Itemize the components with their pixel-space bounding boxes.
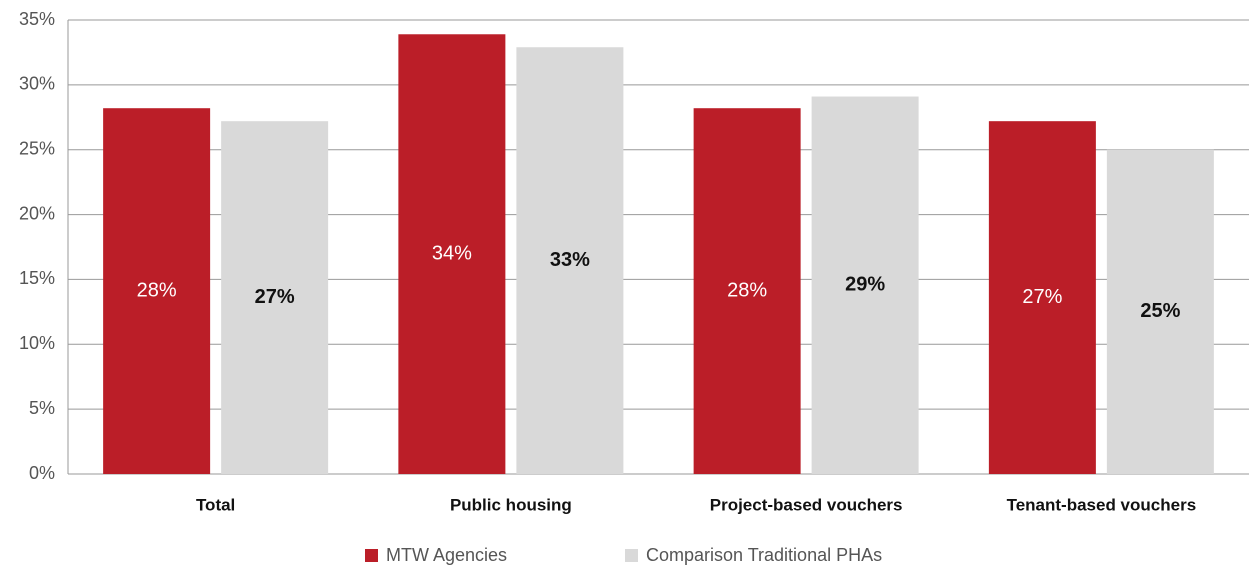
bar	[1106, 149, 1214, 474]
y-tick-label: 0%	[29, 463, 55, 483]
x-tick-label: Public housing	[450, 495, 572, 514]
bar	[398, 34, 506, 475]
value-label: 33%	[550, 249, 590, 271]
legend-label: MTW Agencies	[386, 545, 507, 565]
value-label: 34%	[432, 242, 472, 264]
x-tick-label: Tenant-based vouchers	[1007, 495, 1197, 514]
y-tick-label: 15%	[19, 268, 55, 288]
legend-label: Comparison Traditional PHAs	[646, 545, 882, 565]
bar	[221, 121, 329, 475]
value-label: 28%	[727, 279, 767, 301]
value-label: 28%	[137, 279, 177, 301]
bar	[103, 108, 211, 474]
bar	[988, 121, 1096, 475]
x-tick-label: Total	[196, 495, 235, 514]
legend-swatch	[365, 549, 378, 562]
value-label: 25%	[1140, 300, 1180, 322]
bar	[693, 108, 801, 474]
y-tick-label: 35%	[19, 9, 55, 29]
y-tick-label: 30%	[19, 74, 55, 94]
bar	[811, 96, 919, 474]
legend-swatch	[625, 549, 638, 562]
bar	[516, 47, 624, 475]
value-label: 27%	[255, 286, 295, 308]
y-tick-label: 25%	[19, 138, 55, 158]
value-label: 27%	[1022, 286, 1062, 308]
x-tick-label: Project-based vouchers	[710, 495, 903, 514]
y-tick-label: 20%	[19, 203, 55, 223]
y-tick-label: 5%	[29, 398, 55, 418]
y-tick-label: 10%	[19, 333, 55, 353]
value-label: 29%	[845, 274, 885, 296]
